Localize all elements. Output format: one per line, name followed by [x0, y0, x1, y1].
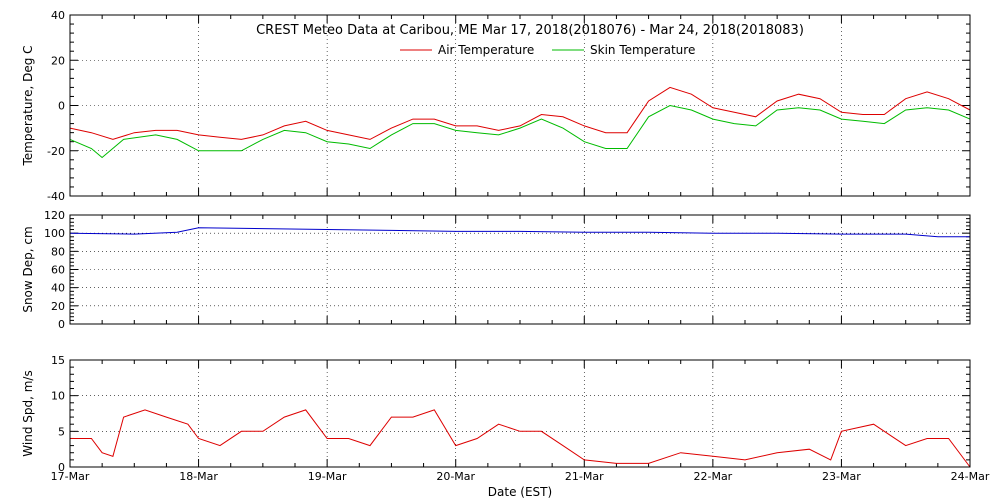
panel-0: -40 -20 0 20 40 Temperature, Deg C: [21, 9, 971, 203]
y-tick-label: 0: [58, 100, 65, 113]
y-tick-label: 120: [44, 209, 65, 222]
y-tick-label: 80: [51, 245, 65, 258]
series-line-0-0: [69, 86, 971, 140]
y-tick-label: 20: [51, 54, 65, 67]
y-tick-label: 60: [51, 264, 65, 277]
y-axis-title-0: Temperature, Deg C: [21, 45, 35, 166]
series-line-1-0: [69, 227, 970, 238]
panel-2: 0 5 10 15 Wind Spd, m/s: [21, 354, 971, 474]
x-tick-label: 20-Mar: [436, 470, 475, 483]
y-tick-label: 5: [58, 425, 65, 438]
plot-frame-2: [69, 359, 971, 468]
x-tick-label: 17-Mar: [51, 470, 90, 483]
x-tick-label: 18-Mar: [179, 470, 218, 483]
y-tick-label: 15: [51, 354, 65, 367]
y-tick-label: 20: [51, 300, 65, 313]
x-tick-label: 24-Mar: [951, 470, 990, 483]
plot-frame-0: [69, 14, 971, 197]
panels-layer: -40 -20 0 20 40 Temperature, Deg C 0 20 40 60 80 10…: [21, 9, 990, 483]
y-tick-label: 40: [51, 9, 65, 22]
x-axis-title: Date (EST): [488, 485, 552, 499]
x-tick-label: 21-Mar: [565, 470, 604, 483]
series-line-2-0: [70, 409, 971, 468]
y-axis-title-2: Wind Spd, m/s: [21, 370, 35, 456]
y-tick-label: 10: [51, 390, 65, 403]
panel-1: 0 20 40 60 80 100 120 Snow Dep, cm: [21, 209, 971, 331]
x-tick-label: 19-Mar: [308, 470, 347, 483]
y-tick-label: -20: [47, 145, 65, 158]
plot-frame-1: [69, 214, 971, 325]
legend: Air Temperature Skin Temperature: [400, 43, 695, 57]
legend-label-air-temperature: Air Temperature: [438, 43, 534, 57]
y-tick-label: -40: [47, 190, 65, 203]
legend-label-skin-temperature: Skin Temperature: [590, 43, 695, 57]
y-tick-label: 0: [58, 461, 65, 474]
y-axis-title-1: Snow Dep, cm: [21, 226, 35, 312]
y-tick-label: 100: [44, 227, 65, 240]
chart-title: CREST Meteo Data at Caribou, ME Mar 17, …: [256, 23, 804, 38]
y-tick-label: 40: [51, 282, 65, 295]
x-tick-label: 22-Mar: [693, 470, 732, 483]
x-tick-label: 23-Mar: [822, 470, 861, 483]
series-line-0-1: [69, 104, 971, 159]
y-tick-label: 0: [58, 318, 65, 331]
